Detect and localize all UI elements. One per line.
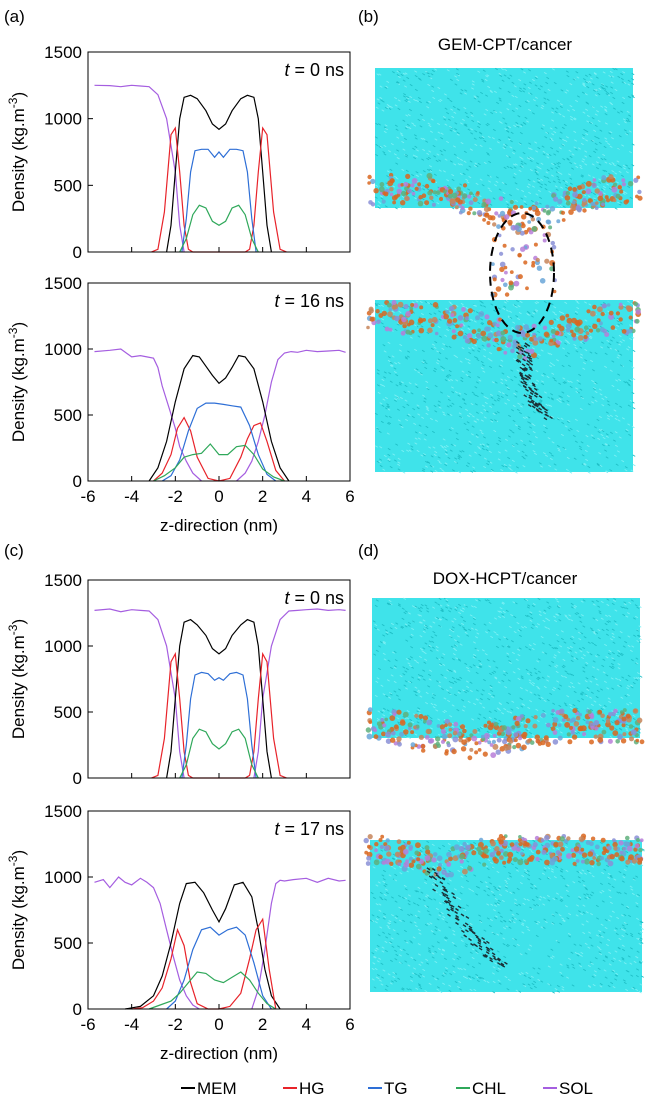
y-tick-label: 1500 xyxy=(44,274,82,293)
legend-label-mem: MEM xyxy=(197,1079,237,1098)
series-chl-line xyxy=(153,443,285,482)
x-tick-label: -6 xyxy=(80,1015,95,1034)
y-axis-label: Density (kg.m-3) xyxy=(6,92,28,212)
y-tick-label: 1500 xyxy=(44,43,82,62)
y-axis-label: Density (kg.m-3) xyxy=(6,322,28,442)
series-tg-line xyxy=(181,148,257,253)
y-tick-label: 0 xyxy=(73,1000,82,1019)
series-hg-line xyxy=(131,917,277,1010)
series-tg-line xyxy=(161,402,277,482)
y-tick-label: 500 xyxy=(54,406,82,425)
x-tick-label: -4 xyxy=(124,487,139,506)
y-tick-label: 1000 xyxy=(44,110,82,129)
x-tick-label: 6 xyxy=(345,1015,354,1034)
water-region-bottom xyxy=(370,840,642,992)
y-tick-label: 1000 xyxy=(44,340,82,359)
y-tick-label: 500 xyxy=(54,703,82,722)
series-chl-line xyxy=(148,971,277,1010)
legend-label-chl: CHL xyxy=(472,1079,506,1098)
series-sol-line xyxy=(236,349,346,482)
x-tick-label: -6 xyxy=(80,487,95,506)
x-tick-label: 0 xyxy=(214,1015,223,1034)
time-label: t = 0 ns xyxy=(284,60,344,80)
snapshot-b xyxy=(366,67,643,474)
panel-label-a: (a) xyxy=(4,7,25,26)
series-hg-line xyxy=(151,651,287,779)
x-tick-label: -4 xyxy=(124,1015,139,1034)
time-label: t = 0 ns xyxy=(284,588,344,608)
legend: MEM HG TG CHL SOL xyxy=(181,1079,593,1098)
legend-label-hg: HG xyxy=(299,1079,325,1098)
series-chl-line xyxy=(179,728,259,779)
series-sol-line xyxy=(94,348,202,482)
pore-highlight-ellipse xyxy=(489,212,555,334)
y-tick-label: 1500 xyxy=(44,802,82,821)
y-tick-label: 0 xyxy=(73,243,82,262)
y-tick-label: 1000 xyxy=(44,637,82,656)
x-axis-label: z-direction (nm) xyxy=(160,1044,278,1063)
x-tick-label: 4 xyxy=(302,1015,311,1034)
x-axis-label: z-direction (nm) xyxy=(160,516,278,535)
plot-frame xyxy=(87,282,351,482)
panel-label-d: (d) xyxy=(358,541,379,560)
legend-label-sol: SOL xyxy=(559,1079,593,1098)
legend-label-tg: TG xyxy=(384,1079,408,1098)
x-tick-label: 2 xyxy=(258,487,267,506)
x-tick-label: 0 xyxy=(214,487,223,506)
lipid-particles-d xyxy=(363,597,645,994)
chart-c-bottom: 0 500 1000 1500 -6 -4 -2 0 2 4 6 t = 17 ns Density (… xyxy=(6,802,355,1063)
series-sol-line xyxy=(94,876,200,1010)
plot-frame xyxy=(87,810,351,1010)
series-chl-line xyxy=(179,204,259,253)
series-tg-line xyxy=(181,671,257,779)
series-mem-line xyxy=(166,618,272,779)
x-tick-label: -2 xyxy=(168,1015,183,1034)
series-tg-line xyxy=(166,926,272,1010)
y-tick-label: 500 xyxy=(54,934,82,953)
snapshot-d xyxy=(363,597,645,994)
series-mem-line xyxy=(124,881,281,1010)
density-charts: 0 500 1000 1500 t = 0 ns Density (kg.m-3) 0 500… xyxy=(6,43,355,1063)
time-label: t = 16 ns xyxy=(274,291,344,311)
chart-c-top: 0 500 1000 1500 t = 0 ns Density (kg.m-3) xyxy=(6,571,351,788)
panel-label-c: (c) xyxy=(4,541,24,560)
y-tick-label: 1000 xyxy=(44,868,82,887)
chart-a-top: 0 500 1000 1500 t = 0 ns Density (kg.m-3) xyxy=(6,43,351,262)
x-tick-label: 4 xyxy=(302,487,311,506)
series-sol-line xyxy=(94,84,185,253)
y-tick-label: 0 xyxy=(73,769,82,788)
snapshot-title-b: GEM-CPT/cancer xyxy=(438,35,572,54)
x-tick-label: -2 xyxy=(168,487,183,506)
series-mem-line xyxy=(148,354,290,482)
panel-label-b: (b) xyxy=(358,7,379,26)
y-axis-label: Density (kg.m-3) xyxy=(6,850,28,970)
x-tick-label: 6 xyxy=(345,487,354,506)
chart-a-bottom: 0 500 1000 1500 -6 -4 -2 0 2 4 6 t = 16 ns Density (… xyxy=(6,274,355,535)
lipid-particles-b xyxy=(366,67,643,474)
series-sol-line xyxy=(251,877,346,1010)
y-tick-label: 1500 xyxy=(44,571,82,590)
series-sol-line xyxy=(94,608,185,779)
y-axis-label: Density (kg.m-3) xyxy=(6,619,28,739)
x-tick-label: 2 xyxy=(258,1015,267,1034)
series-mem-line xyxy=(166,94,272,253)
water-region-bottom xyxy=(375,300,633,472)
y-tick-label: 0 xyxy=(73,472,82,491)
y-tick-label: 500 xyxy=(54,176,82,195)
series-sol-line xyxy=(253,608,346,779)
snapshot-title-d: DOX-HCPT/cancer xyxy=(433,569,578,588)
time-label: t = 17 ns xyxy=(274,819,344,839)
